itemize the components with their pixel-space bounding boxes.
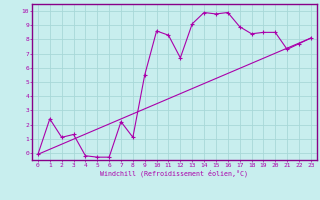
X-axis label: Windchill (Refroidissement éolien,°C): Windchill (Refroidissement éolien,°C) bbox=[100, 169, 248, 177]
